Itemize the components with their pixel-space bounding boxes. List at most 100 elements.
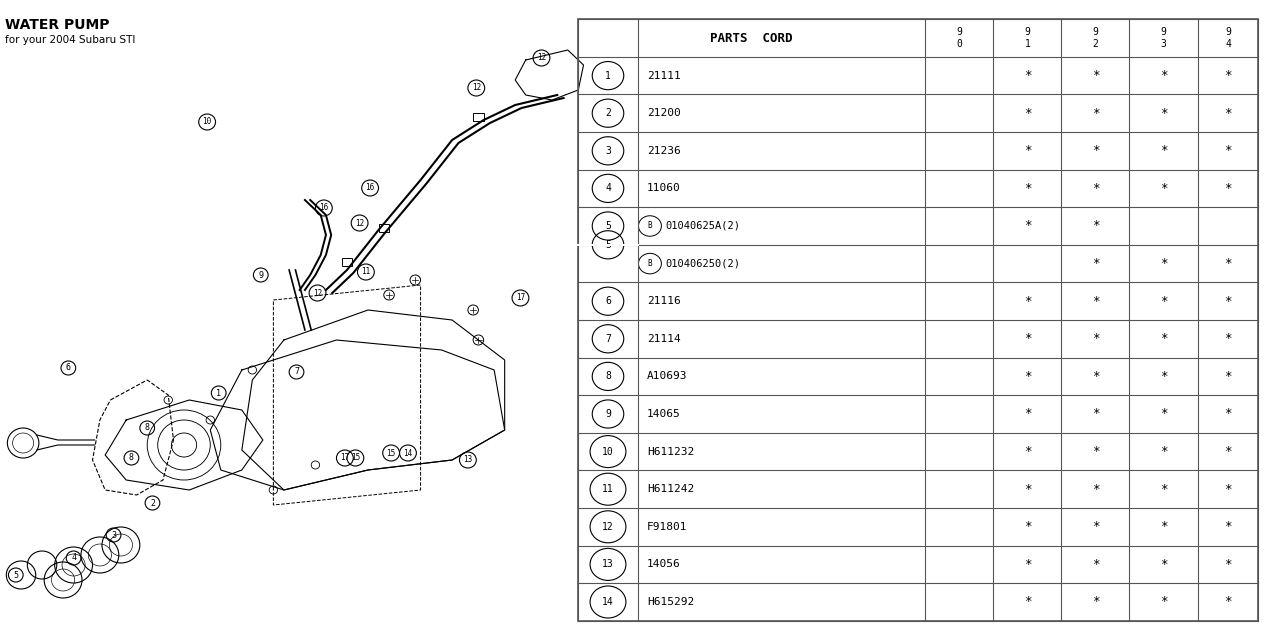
Text: 10: 10 xyxy=(202,118,211,127)
Text: 5: 5 xyxy=(13,570,18,579)
Text: 11060: 11060 xyxy=(648,184,681,193)
Text: 8: 8 xyxy=(605,371,611,381)
Text: *: * xyxy=(1160,520,1167,533)
Text: 8: 8 xyxy=(129,454,134,463)
Text: *: * xyxy=(1224,69,1231,82)
Text: *: * xyxy=(1092,69,1100,82)
Text: *: * xyxy=(1092,408,1100,420)
Text: *: * xyxy=(1024,445,1032,458)
Text: 2: 2 xyxy=(150,499,155,508)
Text: *: * xyxy=(1092,595,1100,609)
Text: 12: 12 xyxy=(312,289,323,298)
Text: *: * xyxy=(1160,144,1167,157)
Text: 12: 12 xyxy=(471,83,481,93)
Text: *: * xyxy=(1024,294,1032,308)
Text: *: * xyxy=(1160,294,1167,308)
Text: *: * xyxy=(1224,144,1231,157)
Text: 10: 10 xyxy=(602,447,614,456)
Text: *: * xyxy=(1160,257,1167,270)
Text: 16: 16 xyxy=(319,204,329,212)
Text: *: * xyxy=(1024,332,1032,346)
Text: *: * xyxy=(1024,69,1032,82)
Text: *: * xyxy=(1160,445,1167,458)
Text: *: * xyxy=(1160,332,1167,346)
Text: 21116: 21116 xyxy=(648,296,681,306)
Text: PARTS  CORD: PARTS CORD xyxy=(710,31,792,45)
Text: *: * xyxy=(1092,107,1100,120)
Text: *: * xyxy=(1092,257,1100,270)
Text: *: * xyxy=(1224,332,1231,346)
Text: *: * xyxy=(1024,107,1032,120)
Text: 15: 15 xyxy=(387,449,396,458)
Text: *: * xyxy=(1024,558,1032,571)
Text: 11: 11 xyxy=(602,484,614,494)
Text: *: * xyxy=(1160,107,1167,120)
Text: 6: 6 xyxy=(65,364,70,372)
Text: 4: 4 xyxy=(72,554,76,563)
Text: *: * xyxy=(1224,408,1231,420)
Text: 17: 17 xyxy=(516,294,525,303)
Text: 7: 7 xyxy=(294,367,300,376)
Text: 3: 3 xyxy=(605,146,611,156)
Text: B: B xyxy=(648,259,653,268)
Text: 14: 14 xyxy=(602,597,614,607)
Text: 12: 12 xyxy=(602,522,614,532)
Text: WATER PUMP: WATER PUMP xyxy=(5,18,110,32)
Text: *: * xyxy=(1092,370,1100,383)
Text: A10693: A10693 xyxy=(648,371,687,381)
Text: *: * xyxy=(1092,483,1100,496)
Text: F91801: F91801 xyxy=(648,522,687,532)
Text: *: * xyxy=(1160,182,1167,195)
Text: 9: 9 xyxy=(259,271,264,280)
Text: 17: 17 xyxy=(340,454,349,463)
Text: 13: 13 xyxy=(463,456,472,465)
Text: *: * xyxy=(1224,445,1231,458)
Text: *: * xyxy=(1024,483,1032,496)
Text: 9: 9 xyxy=(605,409,611,419)
Text: 6: 6 xyxy=(605,296,611,306)
Text: 8: 8 xyxy=(145,424,150,433)
Text: 14065: 14065 xyxy=(648,409,681,419)
Text: *: * xyxy=(1160,408,1167,420)
Text: 13: 13 xyxy=(602,559,614,570)
Text: *: * xyxy=(1160,595,1167,609)
Bar xyxy=(342,258,352,266)
Text: 11: 11 xyxy=(361,268,370,276)
Text: *: * xyxy=(1160,483,1167,496)
Text: *: * xyxy=(1092,558,1100,571)
Text: *: * xyxy=(1092,220,1100,232)
Text: 01040625A(2): 01040625A(2) xyxy=(666,221,741,231)
Text: *: * xyxy=(1024,370,1032,383)
Text: 4: 4 xyxy=(605,184,611,193)
Text: *: * xyxy=(1092,520,1100,533)
Text: 21114: 21114 xyxy=(648,334,681,344)
Text: 14056: 14056 xyxy=(648,559,681,570)
Text: B: B xyxy=(648,221,653,230)
Text: *: * xyxy=(1024,144,1032,157)
Text: *: * xyxy=(1160,558,1167,571)
Bar xyxy=(379,224,389,232)
Text: *: * xyxy=(1224,595,1231,609)
Text: 16: 16 xyxy=(366,184,375,193)
Text: 12: 12 xyxy=(536,54,547,63)
Text: for your 2004 Subaru STI: for your 2004 Subaru STI xyxy=(5,35,136,45)
Text: *: * xyxy=(1160,370,1167,383)
Text: H611242: H611242 xyxy=(648,484,694,494)
Text: 15: 15 xyxy=(351,454,360,463)
Text: 3: 3 xyxy=(111,531,116,540)
Text: *: * xyxy=(1224,558,1231,571)
Text: 2: 2 xyxy=(605,108,611,118)
Text: *: * xyxy=(1160,69,1167,82)
Text: *: * xyxy=(1224,294,1231,308)
Text: 9
4: 9 4 xyxy=(1225,27,1231,49)
Text: 5: 5 xyxy=(605,240,611,250)
Text: 010406250(2): 010406250(2) xyxy=(666,259,741,269)
Text: *: * xyxy=(1092,445,1100,458)
Text: *: * xyxy=(1092,144,1100,157)
Text: 9
1: 9 1 xyxy=(1024,27,1030,49)
Text: *: * xyxy=(1024,408,1032,420)
Text: *: * xyxy=(1224,520,1231,533)
Text: 9
3: 9 3 xyxy=(1161,27,1166,49)
Text: *: * xyxy=(1092,294,1100,308)
Text: 9
0: 9 0 xyxy=(956,27,963,49)
